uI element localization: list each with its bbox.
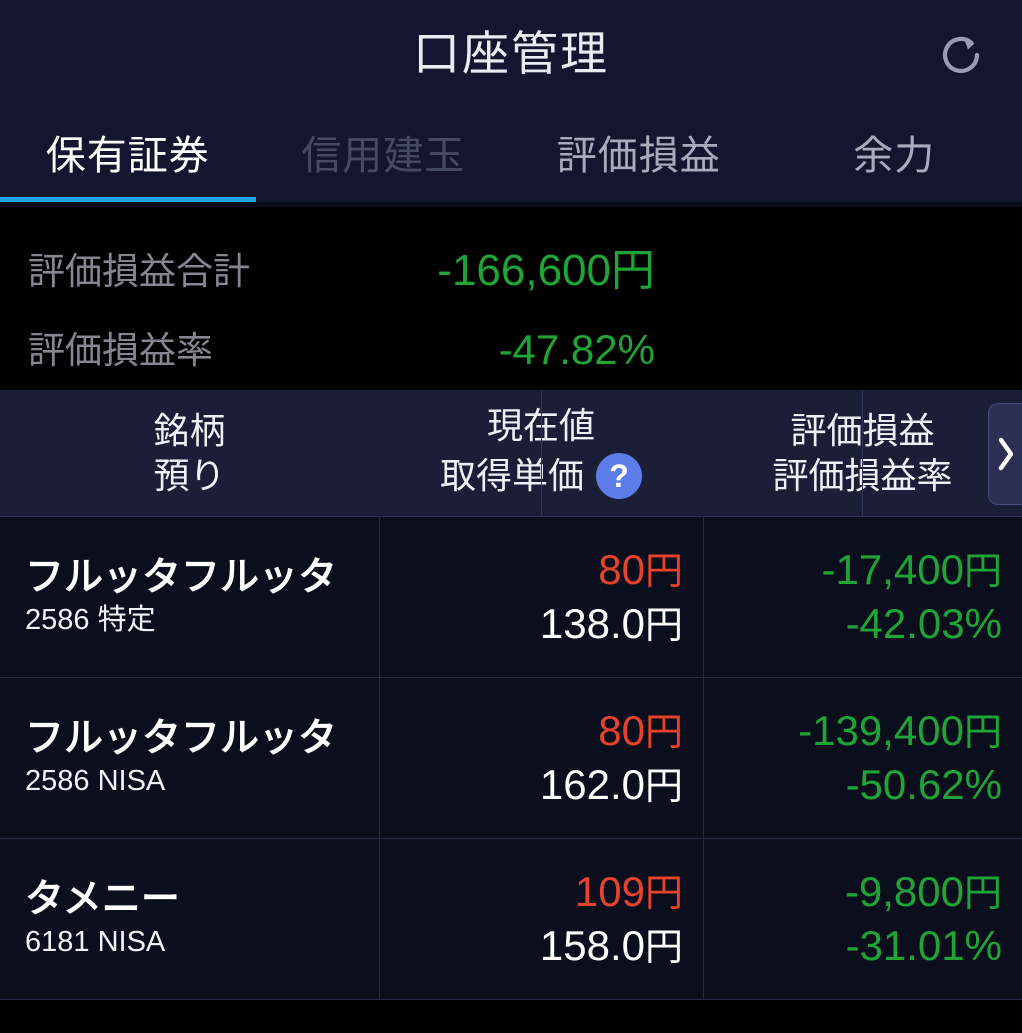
tab-holdings-label: 保有証券	[46, 136, 210, 176]
average-price: 162.0 円	[540, 764, 683, 806]
profit-loss-number: -17,400	[822, 549, 964, 591]
profit-loss-rate: -50.62%	[846, 764, 1002, 806]
profit-loss: -139,400 円	[798, 710, 1002, 752]
app-header: 口座管理	[0, 0, 1022, 110]
average-price: 138.0 円	[540, 603, 683, 645]
cell-price: 109 円 158.0 円	[379, 839, 703, 999]
tab-buying-power[interactable]: 余力	[767, 110, 1022, 202]
tab-margin-positions[interactable]: 信用建玉	[256, 110, 512, 202]
cell-price: 80 円 138.0 円	[379, 517, 703, 677]
bottom-safe-area	[0, 1000, 1022, 1033]
column-header-symbol[interactable]: 銘柄 預り	[0, 390, 379, 516]
current-price-number: 80	[598, 549, 645, 591]
column-header-symbol-line1: 銘柄	[153, 413, 225, 449]
average-price-number: 162.0	[540, 764, 645, 806]
profit-loss-unit: 円	[964, 714, 1002, 752]
help-icon[interactable]: ?	[596, 453, 642, 499]
active-tab-underline	[0, 197, 256, 202]
tab-holdings[interactable]: 保有証券	[0, 110, 256, 202]
average-price-number: 158.0	[540, 925, 645, 967]
current-price-number: 109	[575, 871, 645, 913]
holdings-table: 銘柄 預り 現在値 取得単価 ? 評価損益 評価損益率	[0, 390, 1022, 1000]
summary-total-value: -166,600円	[0, 249, 655, 293]
column-divider	[703, 839, 704, 999]
profit-loss-unit: 円	[964, 553, 1002, 591]
current-price-unit: 円	[645, 875, 683, 913]
column-divider	[379, 678, 380, 838]
stock-name: フルッタフルッタ	[25, 719, 337, 760]
column-header-price[interactable]: 現在値 取得単価 ?	[379, 390, 703, 516]
average-price-number: 138.0	[540, 603, 645, 645]
stock-code-account: 6181 NISA	[25, 927, 165, 957]
chevron-right-icon[interactable]	[988, 403, 1022, 505]
stock-name: フルッタフルッタ	[25, 558, 337, 599]
column-header-price-line2: 取得単価	[440, 458, 584, 494]
column-divider	[862, 390, 863, 516]
average-price-unit: 円	[645, 607, 683, 645]
cell-symbol: フルッタフルッタ 2586 特定	[0, 517, 379, 677]
profit-loss-rate-value: -50.62%	[846, 764, 1002, 806]
summary-total-row: 評価損益合計 -166,600円	[0, 233, 1022, 309]
profit-loss-rate: -42.03%	[846, 603, 1002, 645]
stock-name: タメニー	[25, 880, 180, 921]
stock-code-account: 2586 NISA	[25, 766, 165, 796]
refresh-icon[interactable]	[930, 24, 992, 86]
column-header-symbol-line2: 預り	[153, 458, 225, 494]
current-price-unit: 円	[645, 714, 683, 752]
summary-rate-row: 評価損益率 -47.82%	[0, 312, 1022, 388]
average-price: 158.0 円	[540, 925, 683, 967]
current-price-unit: 円	[645, 553, 683, 591]
page-title: 口座管理	[413, 30, 609, 81]
current-price: 80 円	[598, 710, 683, 752]
profit-loss: -17,400 円	[822, 549, 1002, 591]
cell-symbol: タメニー 6181 NISA	[0, 839, 379, 999]
summary-panel: 評価損益合計 -166,600円 評価損益率 -47.82% 表示・並替 明細数…	[0, 207, 1022, 390]
average-price-unit: 円	[645, 768, 683, 806]
profit-loss-rate-value: -42.03%	[846, 603, 1002, 645]
tab-valuation-pl-label: 評価損益	[557, 136, 721, 176]
column-divider	[703, 678, 704, 838]
column-divider	[379, 517, 380, 677]
tab-margin-positions-label: 信用建玉	[301, 136, 465, 176]
profit-loss: -9,800 円	[845, 871, 1002, 913]
cell-price: 80 円 162.0 円	[379, 678, 703, 838]
column-header-pl[interactable]: 評価損益 評価損益率	[703, 390, 1022, 516]
profit-loss-number: -9,800	[845, 871, 964, 913]
tab-valuation-pl[interactable]: 評価損益	[511, 110, 767, 202]
current-price: 80 円	[598, 549, 683, 591]
column-divider	[703, 517, 704, 677]
table-row[interactable]: フルッタフルッタ 2586 特定 80 円 138.0 円 -17,400 円	[0, 517, 1022, 678]
table-row[interactable]: タメニー 6181 NISA 109 円 158.0 円 -9,800 円	[0, 839, 1022, 1000]
cell-symbol: フルッタフルッタ 2586 NISA	[0, 678, 379, 838]
column-divider	[541, 390, 542, 516]
profit-loss-number: -139,400	[798, 710, 964, 752]
table-row[interactable]: フルッタフルッタ 2586 NISA 80 円 162.0 円 -139,400	[0, 678, 1022, 839]
current-price: 109 円	[575, 871, 683, 913]
summary-rate-value: -47.82%	[0, 329, 655, 371]
tab-bar: 保有証券 信用建玉 評価損益 余力	[0, 110, 1022, 207]
profit-loss-rate: -31.01%	[846, 925, 1002, 967]
stock-code-account: 2586 特定	[25, 605, 156, 635]
cell-pl: -9,800 円 -31.01%	[703, 839, 1022, 999]
profit-loss-unit: 円	[964, 875, 1002, 913]
tab-buying-power-label: 余力	[853, 136, 935, 176]
average-price-unit: 円	[645, 929, 683, 967]
profit-loss-rate-value: -31.01%	[846, 925, 1002, 967]
cell-pl: -17,400 円 -42.03%	[703, 517, 1022, 677]
column-divider	[379, 839, 380, 999]
table-header-row: 銘柄 預り 現在値 取得単価 ? 評価損益 評価損益率	[0, 390, 1022, 517]
current-price-number: 80	[598, 710, 645, 752]
cell-pl: -139,400 円 -50.62%	[703, 678, 1022, 838]
